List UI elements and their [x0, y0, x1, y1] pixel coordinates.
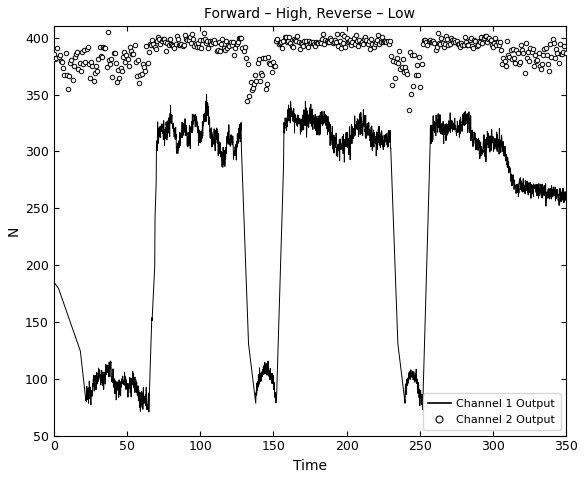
Legend: Channel 1 Output, Channel 2 Output: Channel 1 Output, Channel 2 Output — [423, 394, 560, 430]
X-axis label: Time: Time — [293, 459, 327, 473]
Title: Forward – High, Reverse – Low: Forward – High, Reverse – Low — [205, 7, 415, 21]
Y-axis label: N: N — [7, 226, 21, 236]
